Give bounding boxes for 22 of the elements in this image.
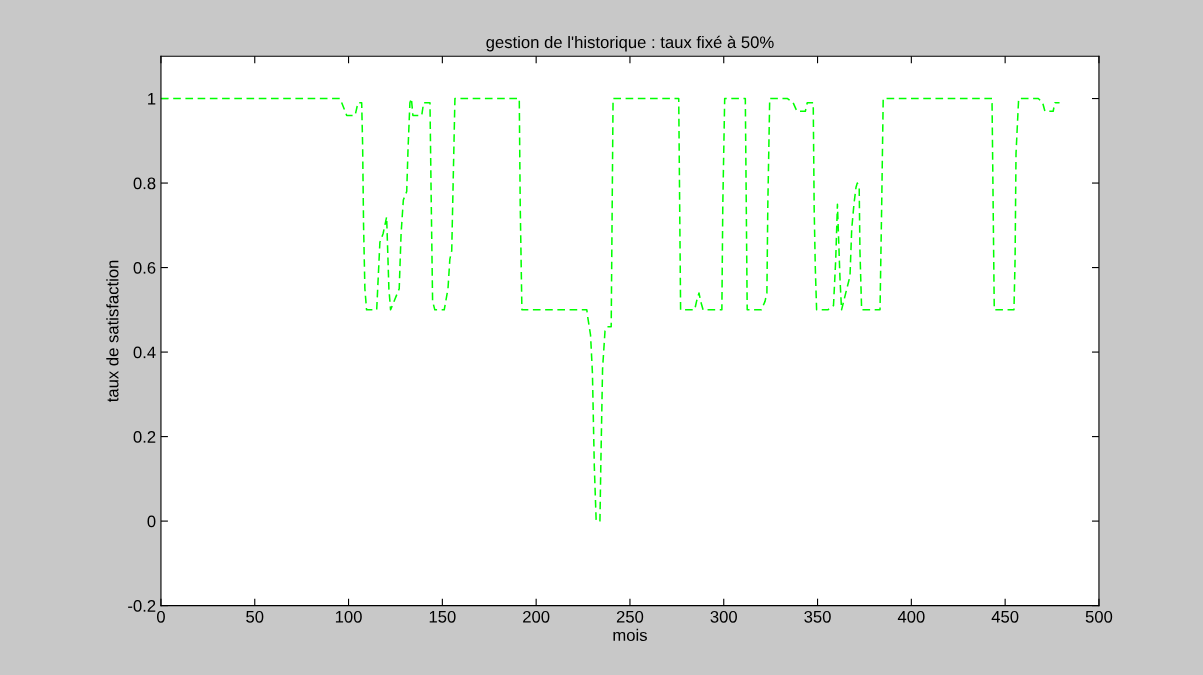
x-tick-label: 250 [616,610,644,623]
x-tick-label: 200 [523,610,550,623]
y-axis-title: taux de satisfaction [106,260,119,403]
y-tick-label: 0.6 [133,261,156,274]
x-tick-label: 450 [991,610,1019,623]
x-tick-label: 0 [156,610,165,623]
y-tick-label: 0.2 [133,430,156,443]
x-tick-label: 400 [897,610,925,623]
x-tick-label: 500 [1085,610,1113,623]
x-tick-label: 300 [710,610,737,623]
x-axis-title: mois [613,628,647,642]
x-tick-label: 50 [246,610,264,623]
y-tick-label: 0 [147,515,156,528]
chart-title: gestion de l'historique : taux fixé à 50% [486,35,774,52]
x-tick-label: 150 [429,610,456,623]
x-tick-label: 350 [804,610,831,623]
y-tick-label: 0.8 [133,177,156,190]
y-tick-label: -0.2 [128,600,156,612]
y-tick-label: 1 [148,93,156,105]
x-tick-label: 100 [335,610,362,623]
y-tick-label: 0.4 [133,346,156,359]
line-series [160,97,1061,522]
